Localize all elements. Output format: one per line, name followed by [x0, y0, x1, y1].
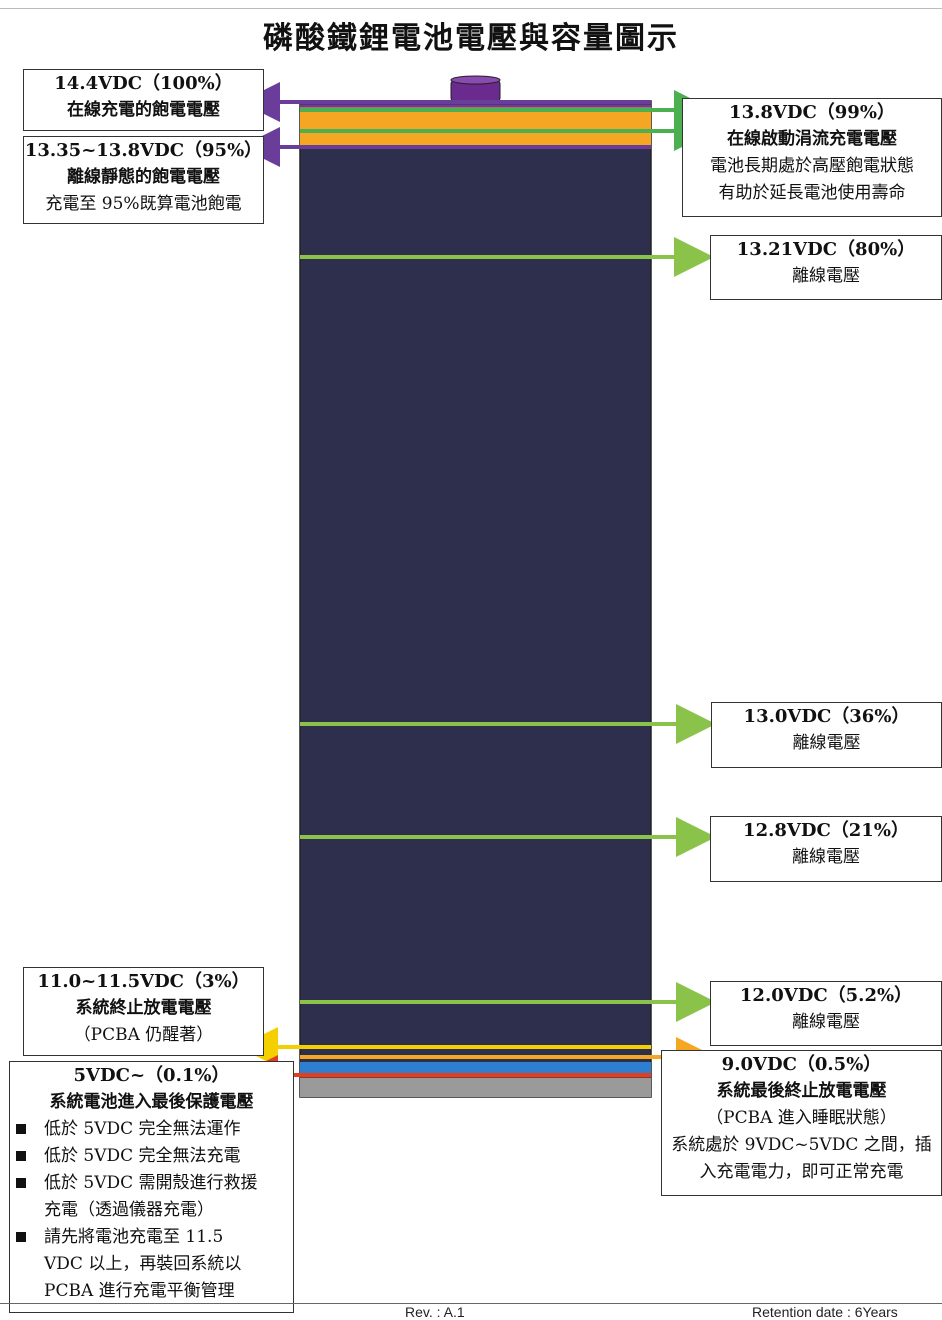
label-13-21v: 13.21VDC（80%） 離線電壓 [710, 235, 942, 300]
note-item: 低於 5VDC 完全無法充電 [10, 1143, 293, 1170]
band-full-charge [300, 107, 651, 149]
footer-rev: Rev. : A.1 [405, 1304, 465, 1320]
note-item: 低於 5VDC 需開殼進行救援 [10, 1170, 293, 1197]
label-12-8v: 12.8VDC（21%） 離線電壓 [710, 816, 942, 882]
label-5v: 5VDC~（0.1%） 系統電池進入最後保護電壓 低於 5VDC 完全無法運作 … [9, 1061, 294, 1313]
label-13-0v: 13.0VDC（36%） 離線電壓 [711, 702, 942, 768]
label-9v: 9.0VDC（0.5%） 系統最後終止放電電壓 （PCBA 進入睡眠狀態） 系統… [661, 1050, 942, 1196]
band-gray [300, 1078, 651, 1097]
protection-notes: 低於 5VDC 完全無法運作 低於 5VDC 完全無法充電 低於 5VDC 需開… [10, 1116, 293, 1197]
note-item: 請先將電池充電至 11.5 [10, 1224, 293, 1251]
label-11v: 11.0~11.5VDC（3%） 系統終止放電電壓 （PCBA 仍醒著） [23, 967, 264, 1056]
label-12-0v: 12.0VDC（5.2%） 離線電壓 [710, 981, 942, 1046]
note-item: 低於 5VDC 完全無法運作 [10, 1116, 293, 1143]
band-blue [300, 1062, 651, 1074]
page-title: 磷酸鐵鋰電池電壓與容量圖示 [0, 8, 942, 57]
battery-body [299, 100, 652, 1098]
footer-divider [0, 1303, 942, 1304]
label-13-35v: 13.35~13.8VDC（95%） 離線靜態的飽電電壓 充電至 95%既算電池… [23, 136, 264, 224]
footer-retention: Retention date : 6Years [752, 1304, 898, 1320]
label-14-4v: 14.4VDC（100%） 在線充電的飽電電壓 [23, 69, 264, 131]
label-13-8v: 13.8VDC（99%） 在線啟動涓流充電電壓 電池長期處於高壓飽電狀態 有助於… [682, 98, 942, 217]
battery-cap-top [450, 75, 501, 85]
